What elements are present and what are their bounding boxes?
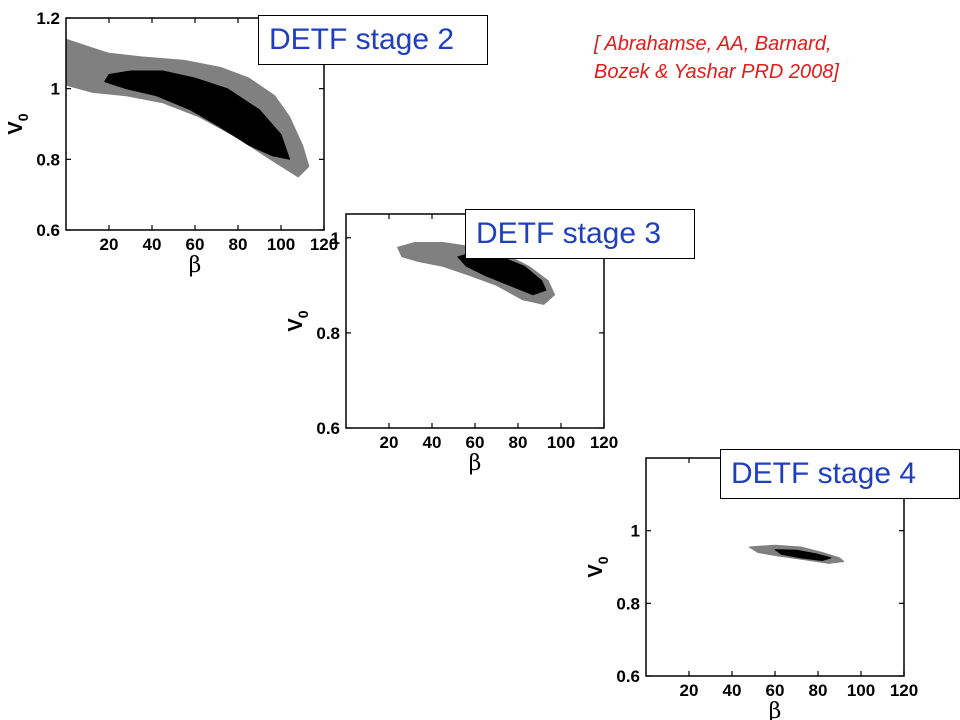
stage-label-3: DETF stage 3 [465,209,695,259]
y-axis-label-text: V0 [5,113,31,134]
y-axis-label-text: V0 [285,310,311,331]
x-tick-label: 100 [267,235,295,254]
x-tick-label: 20 [380,433,399,452]
x-tick-label: 80 [509,433,528,452]
y-axis-label-subscript: 0 [295,310,311,318]
y-tick-label: 0.6 [36,221,60,240]
x-tick-label: 60 [186,235,205,254]
y-tick-label: 0.8 [36,150,60,169]
stage-label-2: DETF stage 2 [258,15,488,65]
x-tick-label: 100 [847,681,875,700]
x-tick-label: 40 [143,235,162,254]
y-axis-label: V0 [285,310,311,331]
x-tick-label: 40 [423,433,442,452]
y-tick-label: 0.8 [616,594,640,613]
citation-line-2: Bozek & Yashar PRD 2008] [594,61,839,83]
y-tick-label: 0.6 [316,419,340,438]
y-tick-label: 0.6 [616,667,640,686]
x-tick-label: 80 [809,681,828,700]
y-tick-label: 1 [51,80,60,99]
x-axis-label: β [469,451,482,476]
x-tick-label: 120 [590,433,618,452]
x-tick-label: 60 [766,681,785,700]
y-tick-label: 1 [331,229,340,248]
y-axis-label-subscript: 0 [15,113,31,121]
contour-inner-region [774,549,832,561]
x-axis-label: β [189,253,202,278]
y-tick-label: 1.2 [36,9,60,28]
y-axis-label-text: V0 [585,556,611,577]
x-tick-label: 60 [466,433,485,452]
citation: [ Abrahamse, AA, Barnard, Bozek & Yashar… [594,30,934,86]
x-tick-label: 100 [547,433,575,452]
stage-label-4: DETF stage 4 [720,449,960,499]
y-axis-label: V0 [585,556,611,577]
y-tick-label: 1 [631,522,640,541]
x-axis-label: β [769,699,782,720]
x-tick-label: 120 [310,235,338,254]
x-tick-label: 40 [723,681,742,700]
citation-line-1: [ Abrahamse, AA, Barnard, [594,33,832,55]
x-tick-label: 120 [890,681,918,700]
y-axis-label-subscript: 0 [595,556,611,564]
y-tick-label: 0.8 [316,324,340,343]
y-axis-label: V0 [5,113,31,134]
contour-inner-region [104,70,291,160]
x-tick-label: 20 [100,235,119,254]
x-tick-label: 20 [680,681,699,700]
x-tick-label: 80 [229,235,248,254]
contour-outer-region [397,242,556,305]
